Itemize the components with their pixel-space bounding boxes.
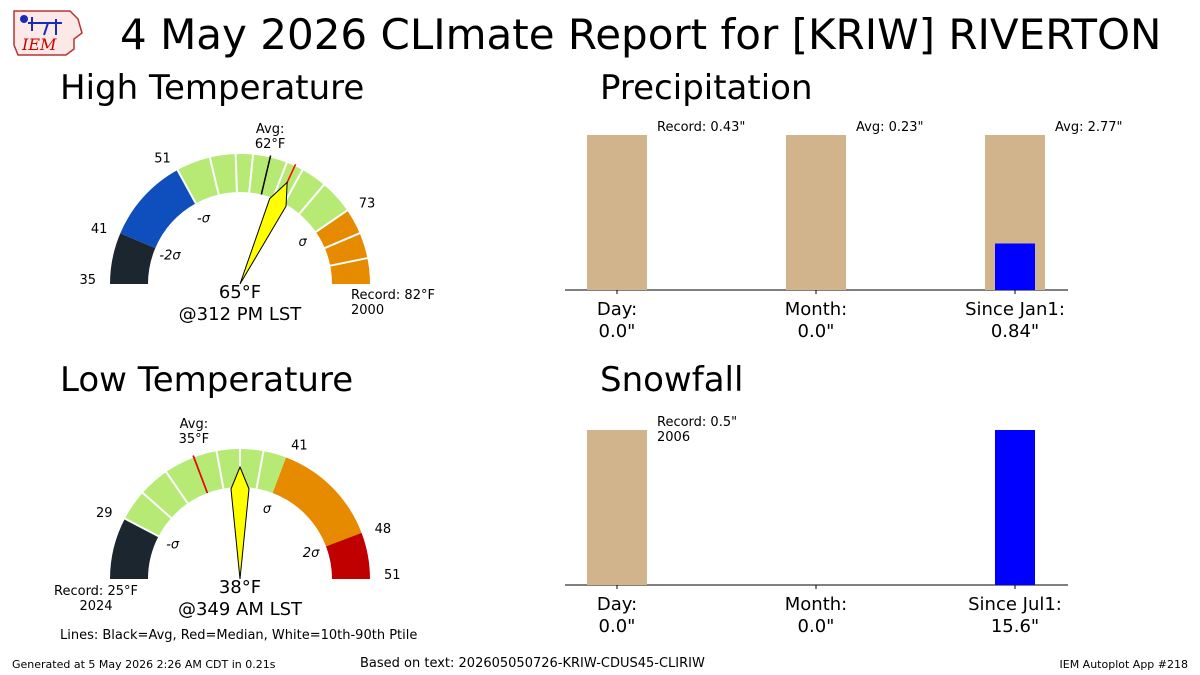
gauge-sigma-label: σ <box>263 502 272 517</box>
precip-chart: Day: 0.0" Record: 0.43" Month: 0.0" Avg: 0.23… <box>565 120 1123 342</box>
x-tick-label: Day: 0.0" <box>597 594 637 637</box>
gauge-band <box>315 210 370 284</box>
snowfall-chart: Day: 0.0" Record: 0.5" 2006 Month: 0.0" Since … <box>565 415 1068 637</box>
gauge-band <box>272 457 362 547</box>
gauge-needle <box>239 181 288 285</box>
gauge-tick-label: 35 <box>79 273 96 288</box>
gauge-time-label: @349 AM LST <box>178 599 303 620</box>
bar-annotation: Avg: 2.77" <box>1055 120 1123 135</box>
gauge-tick-label: 73 <box>359 197 376 212</box>
percentile-line <box>272 160 289 199</box>
source-text: Based on text: 202605050726-KRIW-CDUS45-… <box>360 656 705 671</box>
gauge-needle <box>230 465 250 580</box>
percentile-line <box>208 155 220 195</box>
percentile-line <box>215 448 225 489</box>
x-tick-label: Month: 0.0" <box>785 594 847 637</box>
gauge-sigma-label: σ <box>299 235 308 250</box>
snowfall-title: Snowfall <box>600 360 744 400</box>
percentile-line <box>122 516 160 538</box>
x-tick-label: Day: 0.0" <box>597 299 637 342</box>
gauge-tick-label: 48 <box>375 522 392 537</box>
high-temp-gauge: 35 41 51 73 -2σ -σ σ Avg: 62°F 65°F@312 PM LST Rec… <box>79 122 435 325</box>
percentile-line <box>140 490 172 519</box>
gauge-band <box>120 169 196 249</box>
gauge-tick-label: 29 <box>96 506 113 521</box>
gauge-sigma-label: -σ <box>197 211 211 226</box>
gauge-sigma-label: -2σ <box>159 248 181 263</box>
percentile-line <box>324 231 362 250</box>
gauge-record-high-label: Record: 82°F 2000 <box>351 288 435 318</box>
iem-logo: IEM <box>13 10 83 56</box>
gauge-tick-label: 41 <box>291 438 308 453</box>
lines-legend-note: Lines: Black=Avg, Red=Median, White=10th… <box>60 628 418 643</box>
gauge-value-label: 65°F <box>219 282 261 303</box>
gauge-sigma-label: 2σ <box>303 546 320 561</box>
percentile-line <box>283 167 305 204</box>
gauge-sigma-label: -σ <box>166 538 180 553</box>
percentile-line <box>164 469 189 504</box>
percentile-line <box>175 167 197 204</box>
observed-bar <box>995 430 1035 585</box>
percentile-line <box>315 208 350 233</box>
gauge-band <box>326 532 370 579</box>
avg-line <box>260 155 272 195</box>
observed-bar <box>995 243 1035 290</box>
bar-annotation: Avg: 0.23" <box>856 120 924 135</box>
gauge-value-label: 38°F <box>219 577 261 598</box>
percentile-line <box>329 256 370 267</box>
gauge-time-label: @312 PM LST <box>179 304 303 325</box>
app-label: IEM Autoplot App #218 <box>1059 658 1189 671</box>
gauge-record-low-label: Record: 25°F 2024 <box>54 584 138 614</box>
bar-annotation: Record: 0.5" 2006 <box>657 415 737 445</box>
low-temp-title: Low Temperature <box>60 360 354 400</box>
gauge-tick-label: 41 <box>91 222 108 237</box>
gauge-avg-label: Avg: 62°F <box>255 122 286 152</box>
median-line <box>192 455 209 494</box>
gauge-band <box>110 233 156 284</box>
generated-timestamp: Generated at 5 May 2026 2:26 AM CDT in 0… <box>12 658 276 671</box>
gauge-band <box>110 518 159 579</box>
normal-bar <box>587 430 647 585</box>
percentile-line <box>255 448 265 489</box>
normal-bar <box>786 135 846 290</box>
gauge-band <box>124 449 287 537</box>
x-tick-label: Month: 0.0" <box>785 299 847 342</box>
report-title: 4 May 2026 CLImate Report for [KRIW] RIV… <box>120 10 1162 59</box>
gauge-avg-label: Avg: 35°F <box>179 417 210 447</box>
percentile-line <box>234 152 238 193</box>
gauge-tick-label: 51 <box>154 152 171 167</box>
gauge-tick-label: 51 <box>384 568 401 583</box>
low-temp-gauge: 29 41 48 51 -σ σ 2σ Avg: 35°F 38°F@349 AM LST Reco… <box>54 417 401 620</box>
logo-text: IEM <box>21 35 57 54</box>
x-tick-label: Since Jan1: 0.84" <box>965 299 1065 342</box>
percentile-line <box>248 152 255 193</box>
percentile-line <box>298 182 326 215</box>
high-temp-title: High Temperature <box>60 68 365 108</box>
x-tick-label: Since Jul1: 15.6" <box>968 594 1062 637</box>
bar-annotation: Record: 0.43" <box>657 120 745 135</box>
precip-title: Precipitation <box>600 68 813 108</box>
normal-bar <box>587 135 647 290</box>
